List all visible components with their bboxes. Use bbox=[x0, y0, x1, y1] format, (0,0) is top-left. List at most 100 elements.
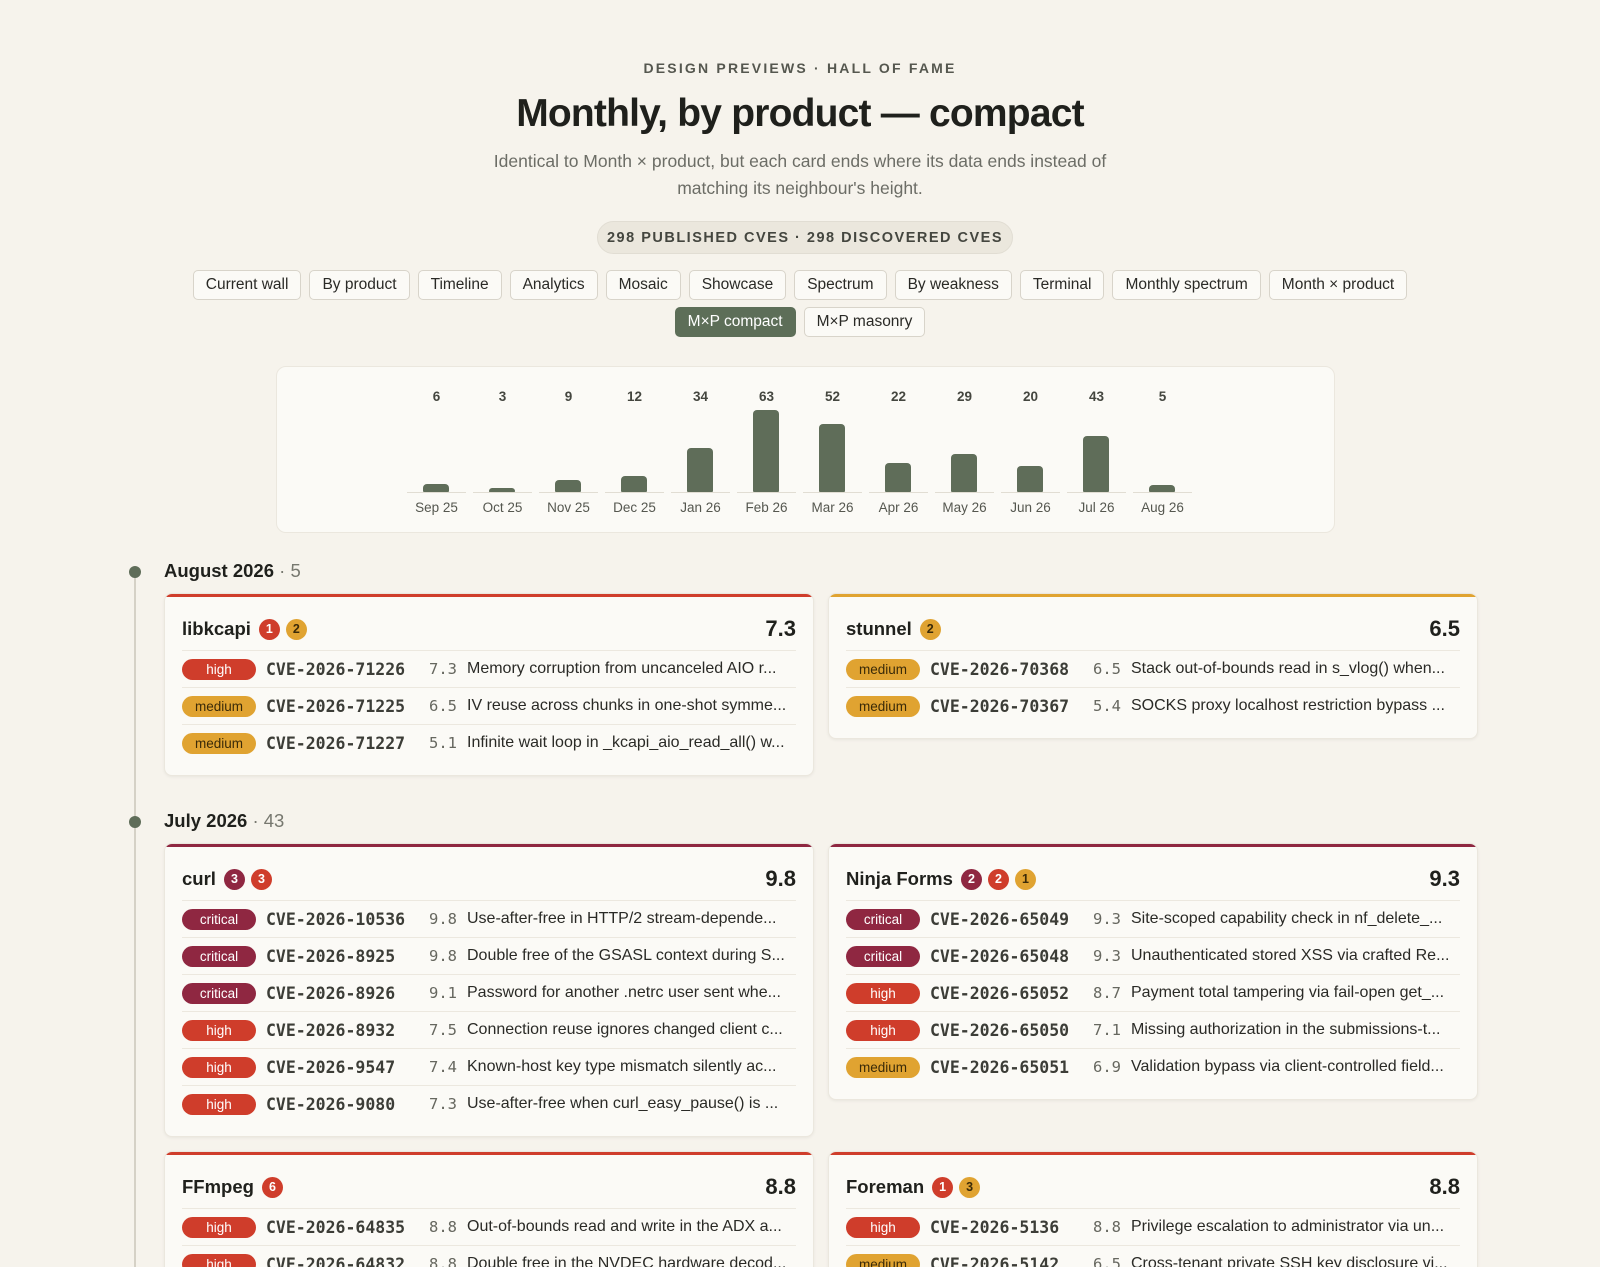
bar-baseline bbox=[671, 492, 730, 493]
severity-badge: high bbox=[182, 1019, 256, 1041]
cve-id[interactable]: CVE-2026-70368 bbox=[930, 659, 1070, 679]
page-subtitle: Identical to Month × product, but each c… bbox=[493, 151, 1107, 198]
nav-tab-by-product[interactable]: By product bbox=[309, 270, 410, 300]
cve-row[interactable]: medium CVE-2026-65051 6.9 Validation bypass… bbox=[846, 1048, 1460, 1085]
nav-tab-by-weakness[interactable]: By weakness bbox=[894, 270, 1012, 300]
cve-id[interactable]: CVE-2026-65048 bbox=[930, 946, 1070, 966]
bar-value-label: 3 bbox=[498, 389, 507, 404]
nav-tab-monthly-spectrum[interactable]: Monthly spectrum bbox=[1112, 270, 1261, 300]
cve-id[interactable]: CVE-2026-65052 bbox=[930, 983, 1070, 1003]
cve-id[interactable]: CVE-2026-9547 bbox=[266, 1057, 396, 1077]
nav-tab-timeline[interactable]: Timeline bbox=[417, 270, 502, 300]
cve-row[interactable]: medium CVE-2026-5142 6.5 Cross-tenant priva… bbox=[846, 1245, 1460, 1267]
nav-tab-m-p-compact[interactable]: M×P compact bbox=[674, 307, 796, 337]
cve-row[interactable]: high CVE-2026-9080 7.3 Use-after-free when … bbox=[182, 1085, 796, 1122]
cve-id[interactable]: CVE-2026-71227 bbox=[266, 733, 406, 753]
bar-column-sep-25: 6 Sep 25 bbox=[403, 367, 470, 534]
cve-score: 7.3 bbox=[429, 1095, 457, 1113]
nav-tab-month-product[interactable]: Month × product bbox=[1268, 270, 1408, 300]
bar-column-may-26: 29 May 26 bbox=[931, 367, 998, 534]
cve-id[interactable]: CVE-2026-71225 bbox=[266, 696, 406, 716]
x-tick-label: Jun 26 bbox=[1010, 500, 1051, 515]
bar-value-label: 43 bbox=[1088, 389, 1105, 404]
cve-list: high CVE-2026-5136 8.8 Privilege escalation… bbox=[846, 1208, 1460, 1267]
cve-id[interactable]: CVE-2026-5142 bbox=[930, 1254, 1060, 1267]
bar-value-label: 12 bbox=[626, 389, 643, 404]
cve-id[interactable]: CVE-2026-10536 bbox=[266, 909, 406, 929]
cve-score: 6.5 bbox=[1093, 1255, 1121, 1267]
cve-id[interactable]: CVE-2026-64832 bbox=[266, 1254, 406, 1267]
severity-badge: high bbox=[182, 1253, 256, 1267]
high-count-badge: 6 bbox=[261, 1176, 283, 1198]
cve-id[interactable]: CVE-2026-65049 bbox=[930, 909, 1070, 929]
bar-column-aug-26: 5 Aug 26 bbox=[1129, 367, 1196, 534]
cve-description: Privilege escalation to administrator vi… bbox=[1131, 1218, 1445, 1235]
product-card[interactable]: Foreman 1 3 8.8 high CVE-2026-5136 8.8 Privileg… bbox=[828, 1151, 1478, 1267]
product-card[interactable]: libkcapi 1 2 7.3 high CVE-2026-71226 7.3 Memory… bbox=[164, 593, 814, 776]
cve-score: 5.4 bbox=[1093, 697, 1121, 715]
bar-column-feb-26: 63 Feb 26 bbox=[733, 367, 800, 534]
bar bbox=[1149, 485, 1175, 492]
product-name: curl bbox=[182, 868, 216, 889]
cve-row[interactable]: high CVE-2026-65052 8.7 Payment total tampe… bbox=[846, 974, 1460, 1011]
nav-tab-m-p-masonry[interactable]: M×P masonry bbox=[803, 307, 926, 337]
bar bbox=[1017, 465, 1043, 492]
product-card[interactable]: Ninja Forms 2 2 1 9.3 critical CVE-2026-65049 9… bbox=[828, 843, 1478, 1100]
cve-row[interactable]: high CVE-2026-5136 8.8 Privilege escalation… bbox=[846, 1208, 1460, 1245]
cve-id[interactable]: CVE-2026-8925 bbox=[266, 946, 396, 966]
cve-score: 8.8 bbox=[1093, 1218, 1121, 1236]
cve-id[interactable]: CVE-2026-9080 bbox=[266, 1094, 396, 1114]
cve-id[interactable]: CVE-2026-64835 bbox=[266, 1217, 406, 1237]
cve-id[interactable]: CVE-2026-70367 bbox=[930, 696, 1070, 716]
bar-baseline bbox=[605, 492, 664, 493]
bar-column-oct-25: 3 Oct 25 bbox=[469, 367, 536, 534]
cve-id[interactable]: CVE-2026-8926 bbox=[266, 983, 396, 1003]
product-card[interactable]: curl 3 3 9.8 critical CVE-2026-10536 9.8 Use-af… bbox=[164, 843, 814, 1137]
cve-id[interactable]: CVE-2026-65051 bbox=[930, 1057, 1070, 1077]
cve-row[interactable]: medium CVE-2026-71225 6.5 IV reuse across c… bbox=[182, 687, 796, 724]
month-label: July 2026 bbox=[164, 810, 248, 831]
nav-tab-showcase[interactable]: Showcase bbox=[688, 270, 787, 300]
cve-row[interactable]: critical CVE-2026-65048 9.3 Unauthenticated… bbox=[846, 937, 1460, 974]
cve-row[interactable]: high CVE-2026-9547 7.4 Known-host key type … bbox=[182, 1048, 796, 1085]
cve-id[interactable]: CVE-2026-8932 bbox=[266, 1020, 396, 1040]
card-severity-bar bbox=[165, 1152, 813, 1155]
bar-baseline bbox=[539, 492, 598, 493]
nav-tab-spectrum[interactable]: Spectrum bbox=[794, 270, 887, 300]
cve-score: 7.3 bbox=[429, 660, 457, 678]
nav-tab-mosaic[interactable]: Mosaic bbox=[605, 270, 681, 300]
cve-row[interactable]: high CVE-2026-8932 7.5 Connection reuse ign… bbox=[182, 1011, 796, 1048]
cve-row[interactable]: high CVE-2026-64835 8.8 Out-of-bounds read … bbox=[182, 1208, 796, 1245]
product-card[interactable]: stunnel 2 6.5 medium CVE-2026-70368 6.5 Stack … bbox=[828, 593, 1478, 739]
cve-row[interactable]: medium CVE-2026-70367 5.4 SOCKS proxy local… bbox=[846, 687, 1460, 724]
card-header: FFmpeg 6 8.8 bbox=[182, 1174, 796, 1200]
cve-score: 9.3 bbox=[1093, 947, 1121, 965]
cve-row[interactable]: critical CVE-2026-8925 9.8 Double free of t… bbox=[182, 937, 796, 974]
cve-row[interactable]: high CVE-2026-65050 7.1 Missing authorizati… bbox=[846, 1011, 1460, 1048]
nav-tab-analytics[interactable]: Analytics bbox=[509, 270, 598, 300]
card-header: curl 3 3 9.8 bbox=[182, 866, 796, 892]
nav-tab-current-wall[interactable]: Current wall bbox=[192, 270, 302, 300]
cve-id[interactable]: CVE-2026-65050 bbox=[930, 1020, 1070, 1040]
cve-row[interactable]: high CVE-2026-64832 8.8 Double free in the … bbox=[182, 1245, 796, 1267]
x-tick-label: Oct 25 bbox=[482, 500, 523, 515]
product-card[interactable]: FFmpeg 6 8.8 high CVE-2026-64835 8.8 Out-of-bo… bbox=[164, 1151, 814, 1267]
cve-description: Password for another .netrc user sent wh… bbox=[467, 984, 781, 1001]
product-max-score: 9.8 bbox=[765, 866, 796, 891]
cve-description: Use-after-free in HTTP/2 stream-depende.… bbox=[467, 910, 777, 927]
cve-row[interactable]: critical CVE-2026-8926 9.1 Password for ano… bbox=[182, 974, 796, 1011]
cve-description: Memory corruption from uncanceled AIO r.… bbox=[467, 660, 777, 677]
nav-tab-terminal[interactable]: Terminal bbox=[1019, 270, 1105, 300]
card-header: Foreman 1 3 8.8 bbox=[846, 1174, 1460, 1200]
bar-value-label: 20 bbox=[1022, 389, 1039, 404]
cve-row[interactable]: medium CVE-2026-70368 6.5 Stack out-of-boun… bbox=[846, 650, 1460, 687]
cve-row[interactable]: critical CVE-2026-65049 9.3 Site-scoped cap… bbox=[846, 900, 1460, 937]
cve-id[interactable]: CVE-2026-5136 bbox=[930, 1217, 1060, 1237]
cve-row[interactable]: medium CVE-2026-71227 5.1 Infinite wait loo… bbox=[182, 724, 796, 761]
cve-row[interactable]: high CVE-2026-71226 7.3 Memory corruption f… bbox=[182, 650, 796, 687]
medium-count-badge: 1 bbox=[1014, 868, 1036, 890]
cve-row[interactable]: critical CVE-2026-10536 9.8 Use-after-free … bbox=[182, 900, 796, 937]
bar-value-label: 9 bbox=[564, 389, 573, 404]
timeline-dot bbox=[129, 816, 141, 828]
cve-id[interactable]: CVE-2026-71226 bbox=[266, 659, 406, 679]
